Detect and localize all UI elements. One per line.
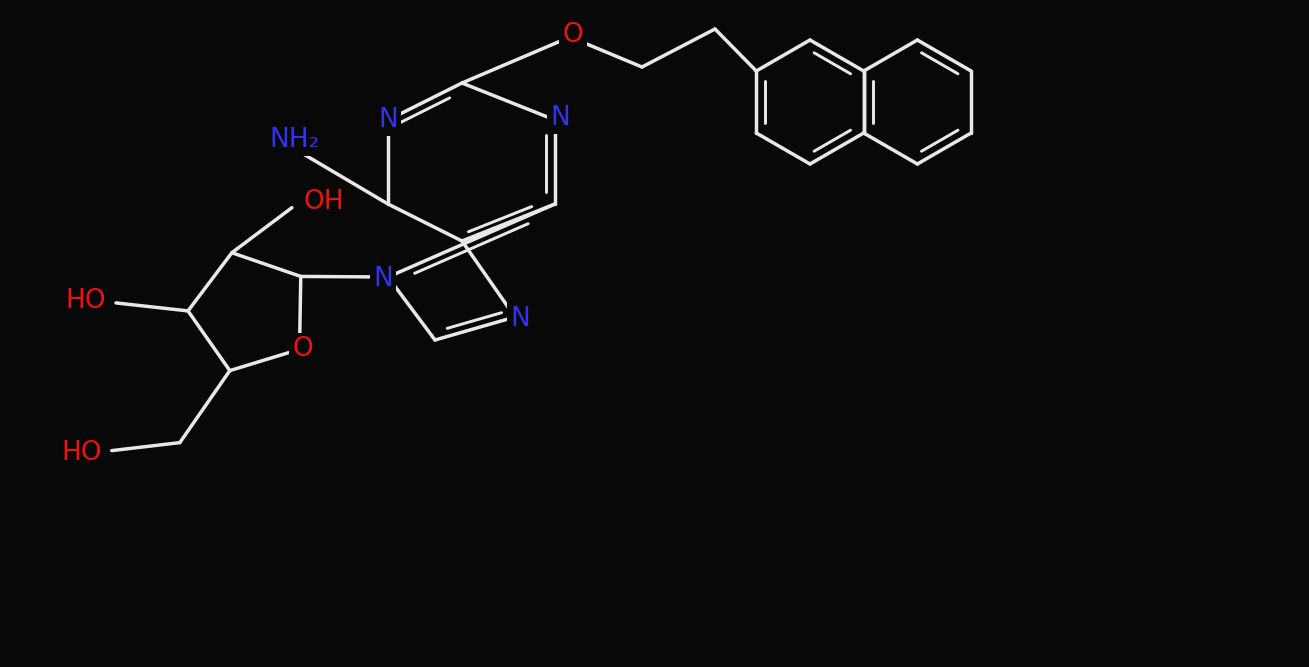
Text: HO: HO bbox=[65, 288, 106, 314]
Text: O: O bbox=[292, 336, 313, 362]
Text: N: N bbox=[511, 306, 530, 332]
Text: N: N bbox=[378, 107, 398, 133]
Text: N: N bbox=[550, 105, 569, 131]
Text: NH₂: NH₂ bbox=[270, 127, 321, 153]
Text: N: N bbox=[373, 266, 393, 292]
Text: O: O bbox=[563, 22, 584, 48]
Text: HO: HO bbox=[62, 440, 102, 466]
Text: OH: OH bbox=[304, 189, 344, 215]
